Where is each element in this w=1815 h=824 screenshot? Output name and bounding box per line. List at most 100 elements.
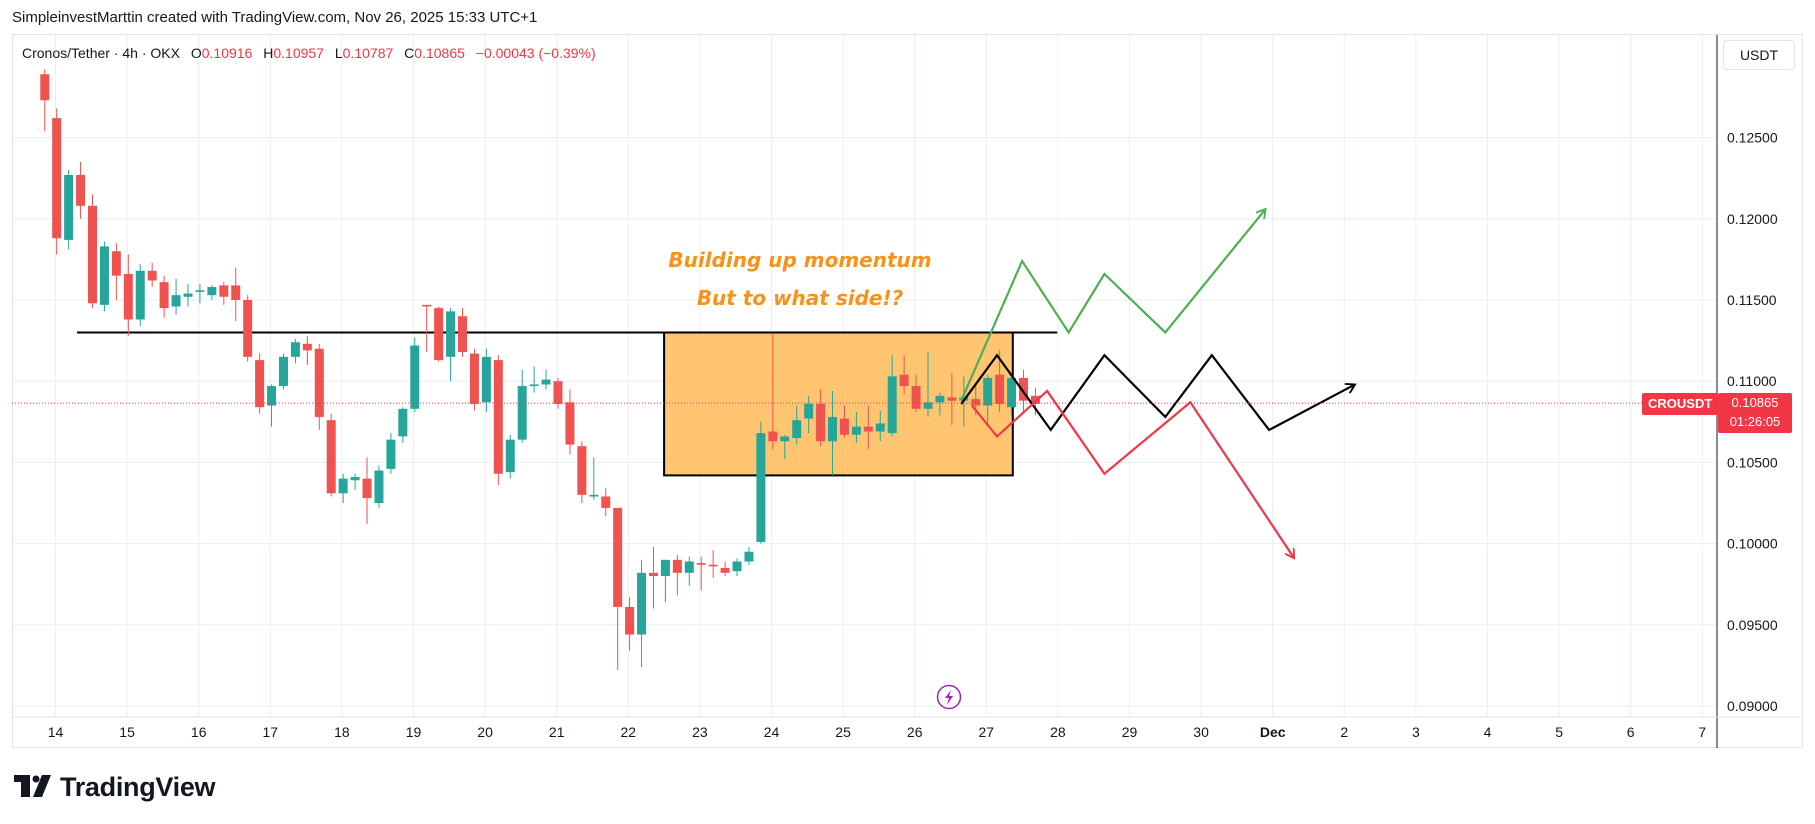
candle-body <box>231 285 241 300</box>
x-tick-label: 4 <box>1484 724 1492 740</box>
candle-body <box>756 433 766 542</box>
x-tick-label: 23 <box>692 724 708 740</box>
candle-body <box>625 606 635 635</box>
legend-close-label: C <box>404 45 415 61</box>
candle-body <box>672 559 682 573</box>
candle-body <box>875 423 885 432</box>
candle-body <box>589 494 599 497</box>
consolidation-box <box>663 331 1014 477</box>
candle-body <box>362 478 372 499</box>
candle-body <box>637 572 647 635</box>
chart-frame[interactable] <box>12 34 1803 748</box>
candle-body <box>553 381 563 404</box>
candle-body <box>720 567 730 573</box>
candle-body <box>302 343 312 351</box>
candle-body <box>446 311 456 357</box>
bearish-scenario-path <box>971 389 1294 558</box>
candle-body <box>1030 395 1040 404</box>
x-tick-label: 22 <box>621 724 637 740</box>
candle-body <box>517 386 527 440</box>
candle-body <box>481 356 491 403</box>
symbol-label: CROUSDT <box>1642 393 1719 415</box>
candle-body <box>52 118 62 239</box>
candle-body <box>863 426 873 432</box>
x-tick-label: 30 <box>1193 724 1209 740</box>
candle-body <box>290 342 300 357</box>
tradingview-logo[interactable]: TradingView <box>14 772 216 804</box>
candle-body <box>947 397 957 401</box>
candle-body <box>40 74 50 101</box>
candle-body <box>147 270 157 281</box>
candle-body <box>684 561 694 573</box>
candle-body <box>493 360 503 474</box>
axes: 14 15 16 17 18 19 20 21 22 23 24 25 26 27 28 29 30 Dec 2 3 4… <box>12 35 1803 748</box>
candle-body <box>195 290 205 292</box>
candle-body <box>541 379 551 385</box>
x-tick-label: 6 <box>1627 724 1635 740</box>
price-tick-label: 0.10500 <box>1727 454 1778 470</box>
scenario-paths <box>960 209 1355 558</box>
candle-body <box>995 374 1005 404</box>
x-tick-label: 15 <box>119 724 135 740</box>
candle-body <box>207 287 217 296</box>
candle-body <box>780 436 790 442</box>
x-tick-label: 27 <box>979 724 995 740</box>
candle-body <box>899 374 909 387</box>
candle-body <box>386 439 396 469</box>
legend-low-label: L <box>334 45 343 61</box>
candle-body <box>505 439 515 473</box>
candle-body <box>851 426 861 435</box>
legend-high-label: H <box>263 45 274 61</box>
candle-body <box>744 551 754 562</box>
candle-body <box>577 446 587 495</box>
legend-pair[interactable]: Cronos/Tether · 4h · OKX <box>22 45 180 61</box>
bullish-scenario-path <box>960 209 1265 402</box>
ohlc-legend: Cronos/Tether · 4h · OKX O0.10916 H0.109… <box>22 45 596 61</box>
x-tick-label: 3 <box>1412 724 1420 740</box>
candle-body <box>469 353 479 404</box>
annotation-line-1: Building up momentum <box>668 248 931 272</box>
candle-body <box>135 270 145 320</box>
candle-body <box>410 345 420 409</box>
candle-body <box>111 251 121 276</box>
candle-body <box>648 572 658 577</box>
candle-body <box>88 205 98 304</box>
candle-body <box>171 295 181 307</box>
annotations: Building up momentum But to what side!? <box>668 248 962 710</box>
x-tick-label: 29 <box>1122 724 1138 740</box>
bar-countdown: 01:26:05 <box>1729 414 1781 429</box>
currency-selector[interactable]: USDT <box>1723 40 1795 70</box>
candle-body <box>839 418 849 435</box>
x-tick-label: 24 <box>764 724 780 740</box>
candle-body <box>326 420 336 494</box>
x-tick-label: 19 <box>406 724 422 740</box>
x-tick-label: 2 <box>1340 724 1348 740</box>
candle-body <box>768 431 778 442</box>
candle-body <box>887 376 897 434</box>
candle-body <box>911 386 921 409</box>
candles <box>40 69 1040 671</box>
candle-body <box>278 356 288 387</box>
price-tick-label: 0.11000 <box>1727 373 1777 389</box>
price-tick-label: 0.10000 <box>1727 536 1778 552</box>
candle-body <box>732 561 742 572</box>
candle-body <box>804 403 814 419</box>
candle-body <box>255 360 265 408</box>
candle-body <box>398 408 408 437</box>
candle-body <box>243 300 253 357</box>
x-tick-label: Dec <box>1260 724 1286 740</box>
candle-body <box>267 386 277 406</box>
candle-body <box>338 478 348 494</box>
candle-body <box>422 304 432 307</box>
last-price-value: 0.10865 <box>1731 395 1779 410</box>
candle-body <box>696 563 706 565</box>
candle-body <box>434 308 444 361</box>
price-tick-label: 0.12000 <box>1727 211 1778 227</box>
candle-body <box>816 403 826 442</box>
candle-body <box>613 507 623 607</box>
annotation-line-2: But to what side!? <box>697 286 904 310</box>
price-tick-label: 0.11500 <box>1727 292 1777 308</box>
candle-body <box>792 420 802 439</box>
legend-open-label: O <box>190 45 202 61</box>
